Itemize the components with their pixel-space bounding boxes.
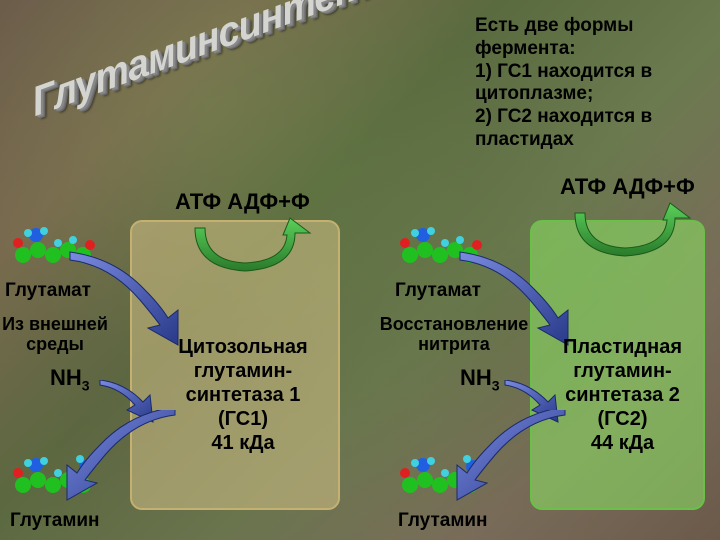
glutamine-right-label: Глутамин: [398, 510, 488, 532]
glutamine-left-label: Глутамин: [10, 510, 100, 532]
info-text: Есть две формы фермента:1) ГС1 находится…: [475, 15, 705, 152]
atp-arrow-left: [175, 215, 325, 275]
nh3-right-label: NH3: [460, 365, 500, 393]
atp-right-label: АТФ АДФ+Ф: [560, 174, 695, 200]
enzyme1-label: Цитозольная глутамин-синтетаза 1 (ГС1)41…: [158, 335, 328, 455]
atp-left-label: АТФ АДФ+Ф: [175, 189, 310, 215]
enzyme2-label: Пластидная глутамин-синтетаза 2 (ГС2)44 …: [540, 335, 705, 455]
nh3-left-label: NH3: [50, 365, 90, 393]
